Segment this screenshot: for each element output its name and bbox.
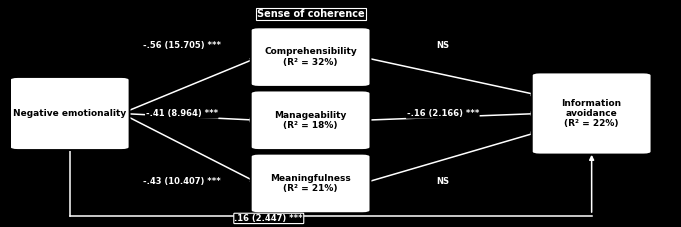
Text: -.56 (15.705) ***: -.56 (15.705) *** (143, 41, 221, 50)
Text: -.43 (10.407) ***: -.43 (10.407) *** (143, 177, 221, 186)
Text: Information
avoidance
(R² = 22%): Information avoidance (R² = 22%) (562, 99, 622, 128)
Text: -.16 (2.166) ***: -.16 (2.166) *** (407, 109, 479, 118)
Text: Comprehensibility
(R² = 32%): Comprehensibility (R² = 32%) (264, 47, 357, 67)
Text: Manageability
(R² = 18%): Manageability (R² = 18%) (274, 111, 347, 130)
Text: .16 (2.447) ***: .16 (2.447) *** (234, 214, 303, 223)
Text: Meaningfulness
(R² = 21%): Meaningfulness (R² = 21%) (270, 174, 351, 193)
Text: Negative emotionality: Negative emotionality (13, 109, 126, 118)
Text: NS: NS (437, 177, 449, 186)
FancyBboxPatch shape (532, 72, 652, 155)
FancyBboxPatch shape (251, 154, 370, 213)
FancyBboxPatch shape (251, 91, 370, 150)
Text: Sense of coherence: Sense of coherence (257, 9, 365, 19)
Text: -.41 (8.964) ***: -.41 (8.964) *** (146, 109, 218, 118)
Text: NS: NS (437, 41, 449, 50)
FancyBboxPatch shape (251, 27, 370, 87)
FancyBboxPatch shape (10, 77, 129, 150)
